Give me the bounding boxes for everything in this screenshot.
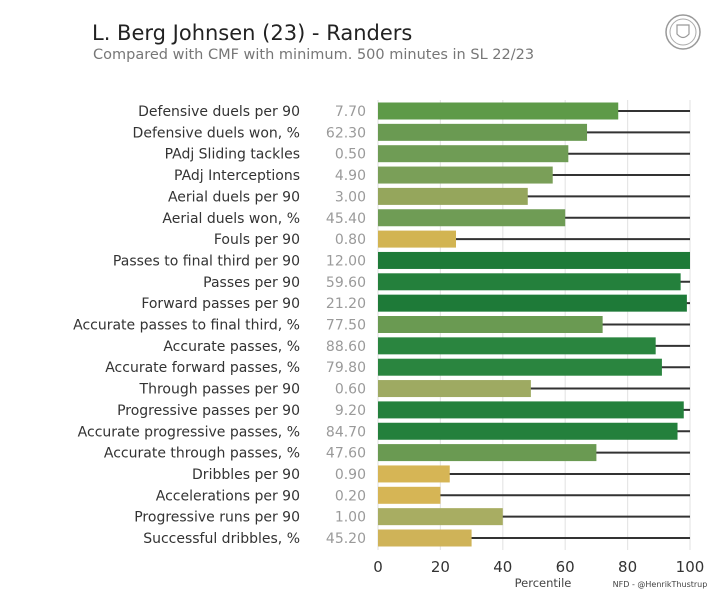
raw-value-label: 4.90	[335, 168, 366, 184]
category-label: Fouls per 90	[214, 232, 300, 248]
category-label: Progressive runs per 90	[134, 510, 300, 526]
x-tick-label: 60	[556, 558, 575, 576]
x-axis-label: Percentile	[515, 576, 572, 590]
bar-row: Aerial duels won, % 45.40	[162, 209, 690, 227]
bar-row: Passes to final third per 90 12.00	[113, 251, 690, 269]
category-label: Dribbles per 90	[192, 467, 300, 483]
raw-value-label: 21.20	[326, 296, 366, 312]
bar	[378, 294, 687, 312]
bar-row: Through passes per 90 0.60	[139, 380, 690, 398]
bar	[378, 209, 566, 227]
bar	[378, 316, 603, 333]
bar-row: Accurate progressive passes, % 84.70	[78, 422, 690, 440]
bar-row: Aerial duels per 90 3.00	[168, 187, 690, 205]
bar-row: Accurate forward passes, % 79.80	[105, 358, 690, 376]
category-label: Passes to final third per 90	[113, 253, 300, 269]
bar	[378, 465, 450, 483]
bar	[378, 508, 503, 526]
raw-value-label: 84.70	[326, 424, 366, 440]
raw-value-label: 0.80	[335, 232, 366, 248]
category-label: Accurate through passes, %	[104, 446, 300, 462]
bar	[378, 123, 588, 141]
category-label: Forward passes per 90	[141, 296, 300, 312]
bar	[378, 380, 531, 398]
category-label: PAdj Interceptions	[174, 168, 300, 184]
bar	[378, 166, 553, 184]
raw-value-label: 7.70	[335, 104, 366, 120]
raw-value-label: 62.30	[326, 125, 366, 141]
raw-value-label: 77.50	[326, 318, 366, 334]
bar-row: Accurate through passes, % 47.60	[104, 444, 690, 462]
x-tick-label: 100	[676, 558, 705, 576]
chart-title: L. Berg Johnsen (23) - Randers	[92, 21, 412, 45]
bar-row: Dribbles per 90 0.90	[192, 465, 690, 483]
credit-text: NFD - @HenrikThustrup	[613, 580, 708, 589]
raw-value-label: 0.20	[335, 488, 366, 504]
bar	[378, 187, 528, 205]
bar-row: Successful dribbles, % 45.20	[143, 529, 690, 547]
category-label: Accurate progressive passes, %	[78, 424, 300, 440]
raw-value-label: 79.80	[326, 360, 366, 376]
category-label: Defensive duels won, %	[133, 125, 300, 141]
bar	[378, 358, 662, 376]
raw-value-label: 12.00	[326, 253, 366, 269]
bar	[378, 337, 656, 355]
bar-row: Forward passes per 90 21.20	[141, 294, 690, 312]
raw-value-label: 0.90	[335, 467, 366, 483]
raw-value-label: 0.60	[335, 382, 366, 398]
category-label: Accurate passes to final third, %	[73, 318, 300, 334]
bar-row: Progressive passes per 90 9.20	[117, 401, 690, 419]
category-label: Aerial duels per 90	[168, 189, 300, 205]
category-label: Accurate passes, %	[163, 339, 300, 355]
category-label: Accurate forward passes, %	[105, 360, 300, 376]
bar	[378, 145, 569, 163]
bar	[378, 444, 597, 462]
bar-row: PAdj Sliding tackles 0.50	[165, 145, 690, 163]
x-tick-label: 0	[373, 558, 383, 576]
raw-value-label: 45.20	[326, 531, 366, 547]
bar-row: Defensive duels won, % 62.30	[133, 123, 690, 141]
bar-row: Accurate passes to final third, % 77.50	[73, 316, 690, 334]
x-tick-label: 80	[618, 558, 637, 576]
category-label: Aerial duels won, %	[162, 211, 300, 227]
raw-value-label: 9.20	[335, 403, 366, 419]
raw-value-label: 3.00	[335, 189, 366, 205]
bar	[378, 486, 441, 504]
x-tick-label: 20	[431, 558, 450, 576]
category-label: Defensive duels per 90	[138, 104, 300, 120]
x-tick-label: 40	[493, 558, 512, 576]
bar	[378, 251, 690, 269]
category-label: PAdj Sliding tackles	[165, 147, 300, 163]
bar	[378, 422, 678, 440]
raw-value-label: 88.60	[326, 339, 366, 355]
bar-row: Passes per 90 59.60	[203, 273, 690, 291]
category-label: Progressive passes per 90	[117, 403, 300, 419]
category-label: Through passes per 90	[139, 382, 300, 398]
club-crest-logo	[665, 14, 701, 50]
category-label: Successful dribbles, %	[143, 531, 300, 547]
category-label: Accelerations per 90	[156, 488, 300, 504]
bar	[378, 102, 619, 120]
raw-value-label: 59.60	[326, 275, 366, 291]
bar	[378, 230, 456, 248]
bar-row: PAdj Interceptions 4.90	[174, 166, 690, 184]
bar-row: Defensive duels per 90 7.70	[138, 102, 690, 120]
raw-value-label: 0.50	[335, 147, 366, 163]
raw-value-label: 47.60	[326, 446, 366, 462]
bar-row: Progressive runs per 90 1.00	[134, 508, 690, 526]
category-label: Passes per 90	[203, 275, 300, 291]
raw-value-label: 1.00	[335, 510, 366, 526]
bar-row: Accelerations per 90 0.20	[156, 486, 690, 504]
bar-row: Fouls per 90 0.80	[214, 230, 690, 248]
bar	[378, 273, 681, 291]
chart-subtitle: Compared with CMF with minimum. 500 minu…	[93, 47, 534, 63]
bar	[378, 401, 684, 419]
bar	[378, 529, 472, 547]
raw-value-label: 45.40	[326, 211, 366, 227]
bar-row: Accurate passes, % 88.60	[163, 337, 690, 355]
